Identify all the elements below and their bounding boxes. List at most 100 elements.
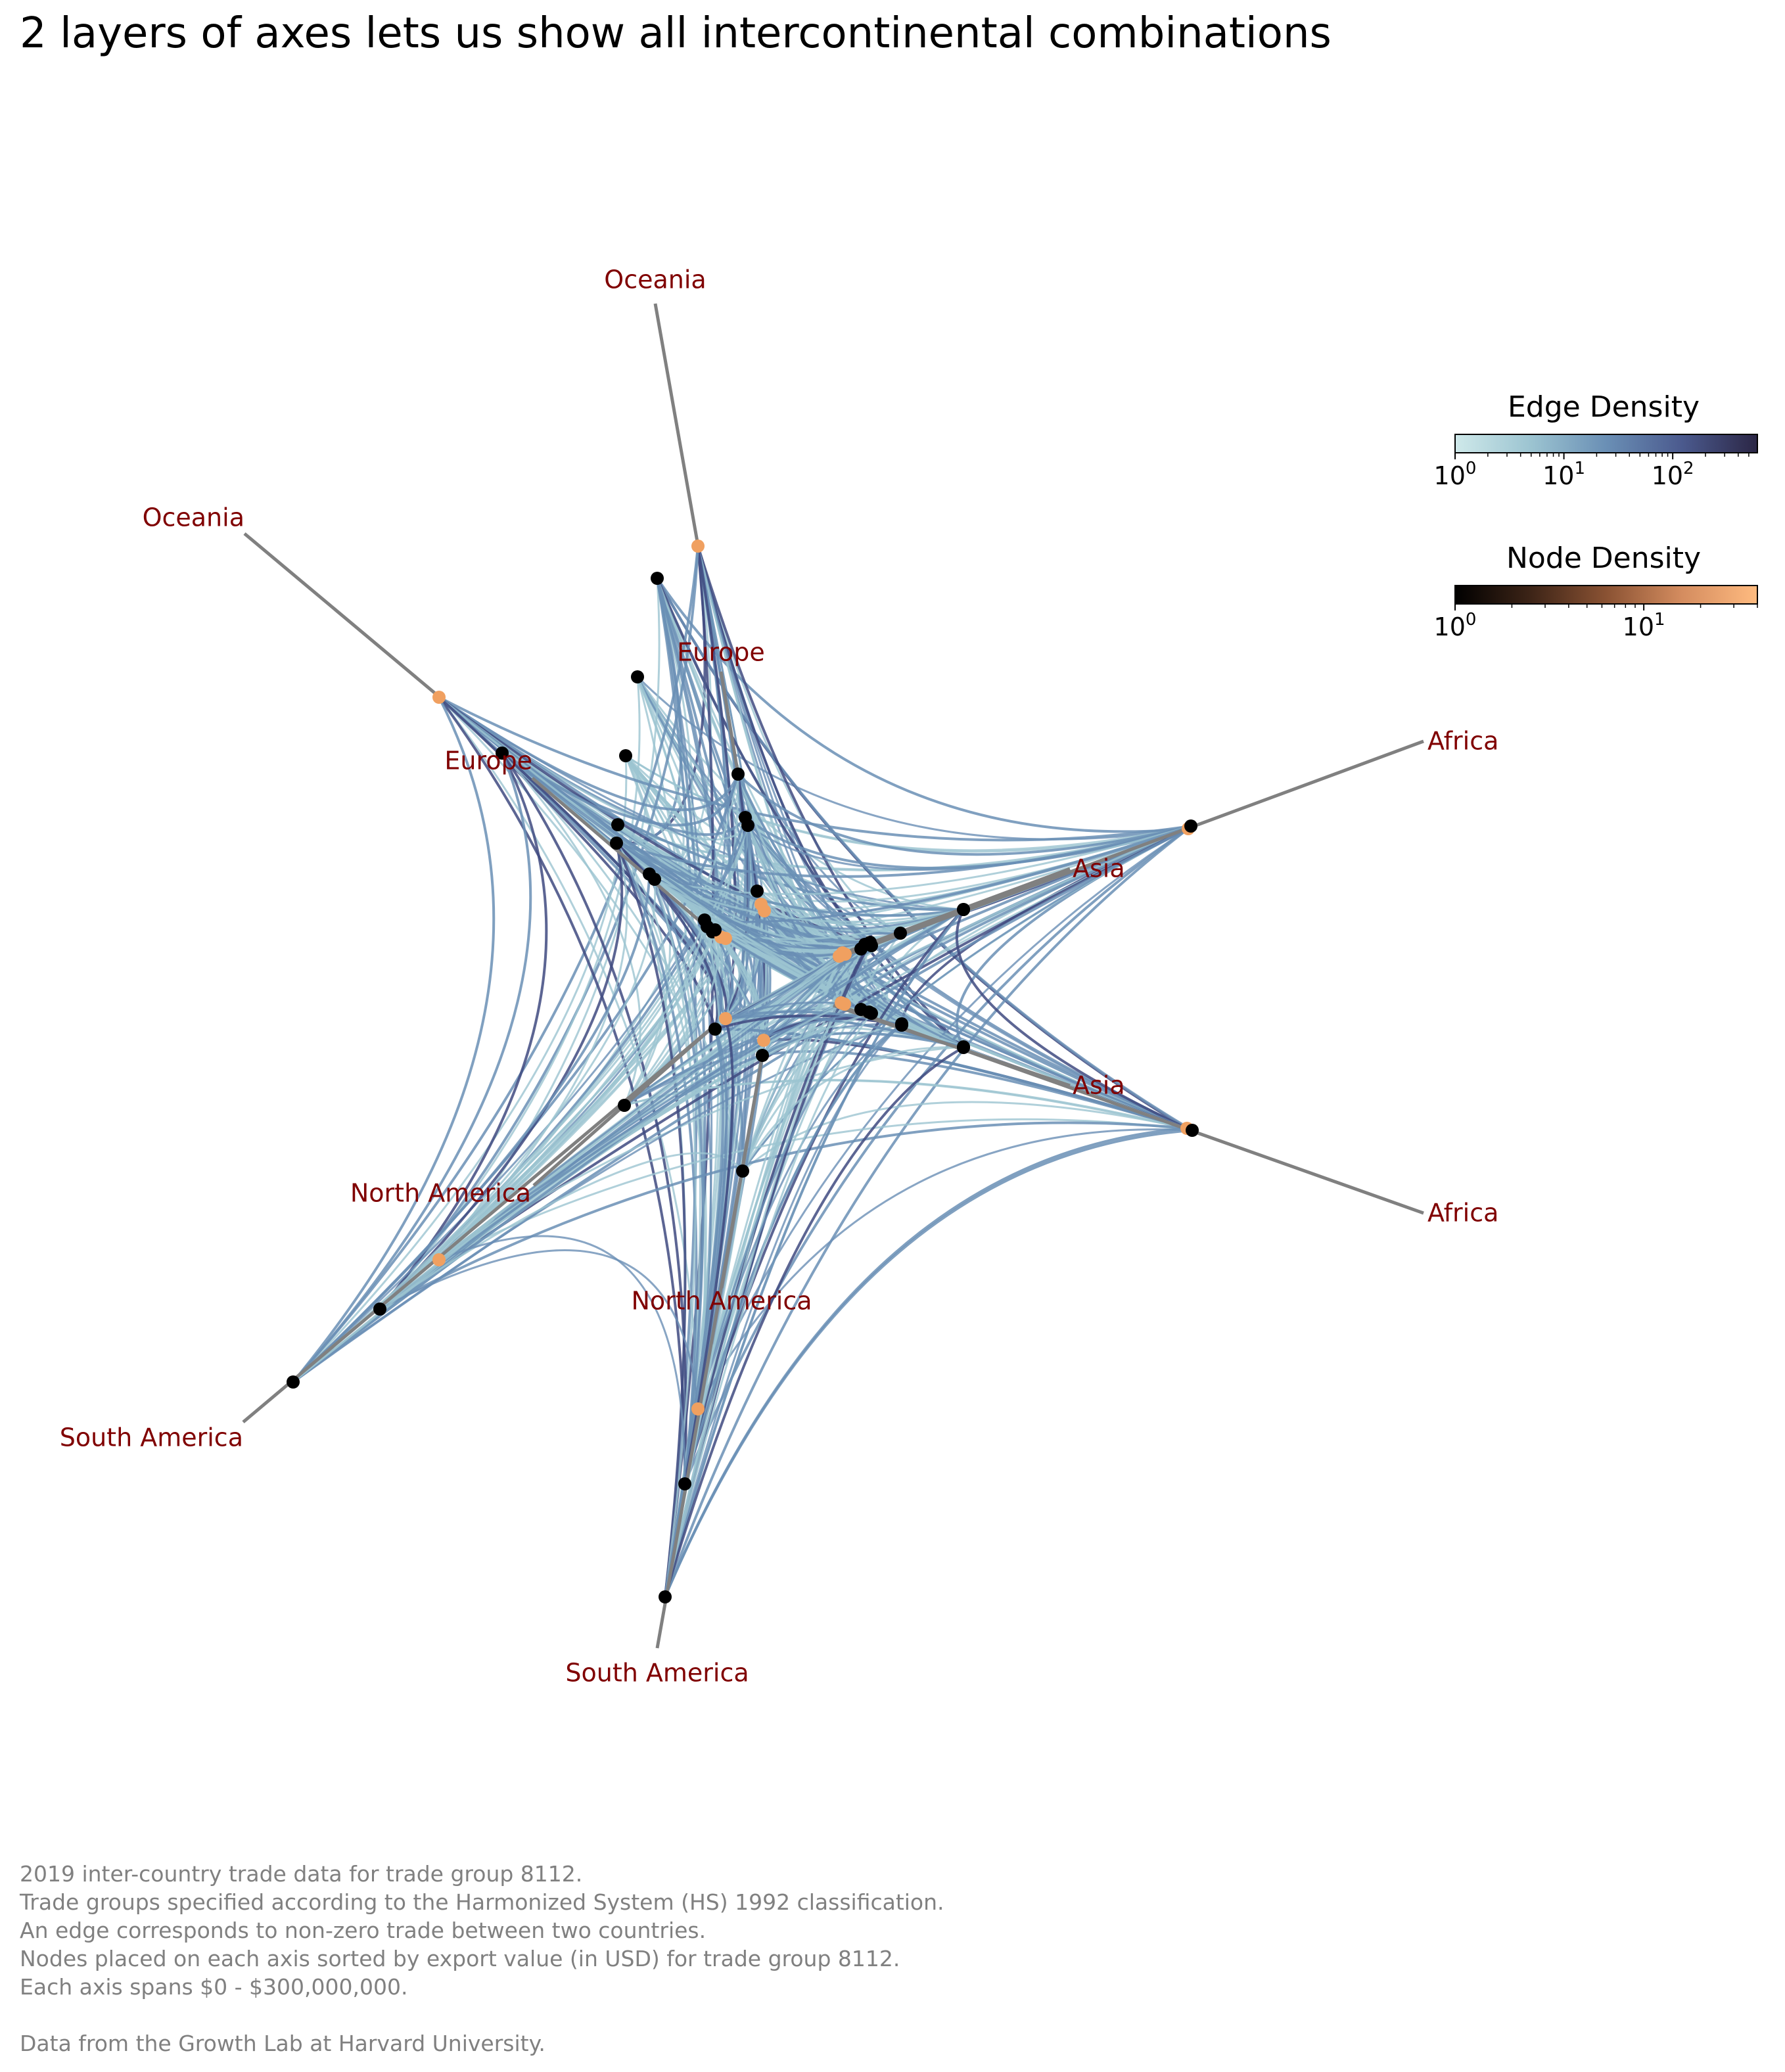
colorbar-tick-label: 101	[1542, 459, 1585, 490]
trade-edge	[664, 1127, 1188, 1598]
trade-edge	[379, 1249, 699, 1410]
country-node-north-america	[719, 1012, 732, 1025]
country-node-south-america	[373, 1302, 386, 1316]
trade-edge	[292, 1217, 495, 1383]
axis-label-north-america-inner: North America	[631, 1287, 812, 1316]
trade-edge	[664, 1129, 1193, 1598]
trade-edge	[684, 941, 871, 1485]
trade-edge	[684, 932, 902, 1485]
footnote-line: Data from the Growth Lab at Harvard Univ…	[20, 2031, 545, 2056]
trade-edge	[741, 1012, 872, 1172]
axis-label-oceania-inner: Oceania	[143, 503, 244, 532]
axis-label-europe-inner: Europe	[677, 638, 765, 667]
trade-edge	[623, 755, 671, 1106]
trade-edge	[704, 825, 1192, 923]
trade-edge	[615, 842, 668, 1106]
trade-edge	[654, 878, 964, 1049]
axis-label-africa-outer: Africa	[1427, 1199, 1498, 1228]
country-node-oceania	[619, 749, 632, 762]
footnotes: 2019 inter-country trade data for trade …	[20, 1860, 944, 2058]
axis-label-asia-inner: Asia	[1073, 854, 1125, 883]
axis-label-africa-inner: Africa	[1427, 727, 1498, 756]
edge-colorbar-title: Edge Density	[1508, 390, 1700, 424]
trade-edge	[617, 823, 1192, 871]
country-node-asia	[865, 1007, 878, 1020]
country-node-europe	[610, 837, 623, 850]
country-node-north-america	[757, 1034, 770, 1047]
node-density-colorbar: Node Density 100 101	[1434, 541, 1758, 641]
edge-colorbar-bar	[1454, 434, 1758, 453]
country-node-asia	[858, 938, 871, 951]
trade-edge	[714, 929, 845, 1005]
trade-edge	[292, 697, 496, 1383]
footnote-line: Trade groups specified according to the …	[20, 1889, 944, 1915]
axis-line-oceania-outer	[653, 303, 700, 546]
trade-edge	[292, 952, 843, 1383]
trade-edge	[684, 1018, 734, 1485]
country-node-oceania	[719, 932, 732, 945]
axis-label-south-america-outer: South America	[60, 1423, 243, 1452]
trade-edge	[379, 929, 716, 1310]
trade-edge	[379, 545, 699, 1310]
trade-edge	[725, 1001, 845, 1020]
country-node-north-america	[432, 1253, 446, 1266]
country-node-north-america	[618, 1099, 631, 1112]
country-node-north-america	[736, 1164, 749, 1178]
colorbar-tick-label: 100	[1434, 610, 1477, 641]
country-node-south-america	[659, 1590, 672, 1603]
country-node-europe	[648, 873, 661, 886]
trade-edge	[741, 1024, 902, 1172]
country-node-asia	[838, 998, 851, 1011]
country-node-europe	[751, 885, 764, 898]
axis-label-north-america-outer: North America	[350, 1179, 531, 1208]
trade-edge	[737, 773, 1192, 856]
trade-edge	[438, 1003, 845, 1261]
trade-edge	[292, 929, 716, 1383]
trade-edge	[741, 943, 866, 1172]
country-node-africa	[894, 927, 907, 940]
country-node-africa	[1184, 819, 1197, 833]
trade-edge	[741, 1046, 964, 1172]
country-node-oceania	[691, 540, 705, 553]
node-colorbar-title: Node Density	[1506, 541, 1701, 575]
trade-edge	[379, 879, 657, 1310]
country-node-oceania	[651, 572, 664, 585]
trade-edge	[616, 842, 866, 946]
country-node-oceania	[611, 818, 624, 831]
trade-edge	[654, 825, 1192, 896]
trade-edge	[292, 873, 651, 1383]
trade-edge	[292, 919, 706, 1383]
node-colorbar-bar	[1454, 585, 1758, 605]
trade-edge	[438, 842, 628, 1261]
axis-line-oceania-inner	[243, 532, 440, 698]
country-node-europe	[708, 923, 722, 936]
trade-edge	[697, 1003, 846, 1410]
country-node-asia	[836, 946, 849, 959]
trade-edge	[684, 1024, 903, 1485]
trade-edge	[438, 1118, 1193, 1261]
country-node-europe	[741, 819, 754, 832]
country-node-oceania	[496, 747, 509, 760]
country-node-north-america	[691, 1402, 705, 1416]
trade-edge	[438, 1235, 686, 1485]
axis-line-africa-inner	[833, 739, 1424, 961]
edge-density-colorbar: Edge Density 100 101 102	[1434, 390, 1758, 490]
trade-edge	[616, 842, 964, 917]
edges-layer	[292, 545, 1194, 1598]
trade-edge	[684, 827, 1190, 1485]
trade-edge	[615, 842, 687, 1598]
axis-line-europe-outer	[531, 777, 723, 941]
colorbar-tick-label: 100	[1434, 459, 1477, 490]
trade-edge	[747, 825, 1188, 1130]
trade-edge	[379, 752, 548, 1310]
trade-edge	[664, 1013, 873, 1598]
axis-labels: Oceania Oceania Europe Europe Africa Africa As…	[60, 265, 1499, 1688]
country-node-south-america	[678, 1477, 691, 1490]
footnote-line: 2019 inter-country trade data for trade …	[20, 1861, 583, 1887]
trade-edge	[664, 908, 965, 1598]
axis-line-south-america-outer	[242, 1024, 716, 1423]
trade-edge	[654, 878, 964, 923]
country-node-oceania	[432, 691, 446, 704]
trade-edge	[664, 1023, 903, 1598]
